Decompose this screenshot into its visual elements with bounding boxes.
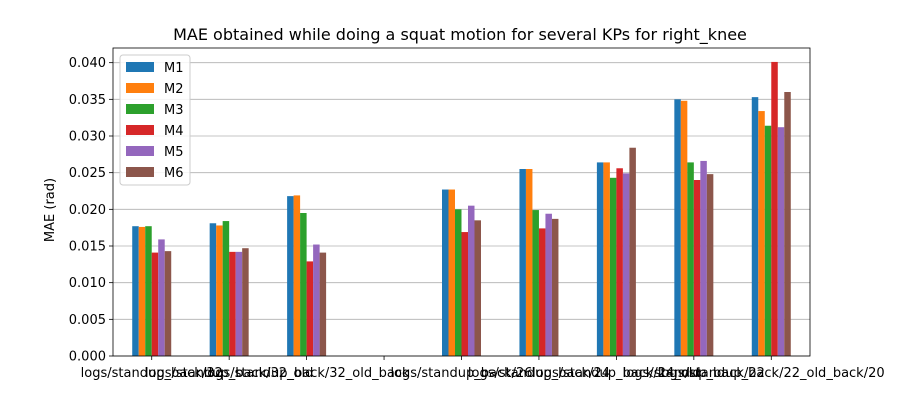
bar-m2-0 (138, 226, 146, 356)
legend-label-m1: M1 (164, 61, 184, 76)
bar-m1-2 (287, 196, 294, 356)
bar-m6-1 (242, 248, 249, 356)
y-tick-label: 0.015 (69, 240, 106, 255)
bar-m2-4 (448, 189, 455, 356)
bar-m4-6 (616, 168, 623, 356)
y-tick-label: 0.010 (69, 276, 106, 291)
bar-m5-4 (468, 205, 475, 356)
bar-m3-7 (687, 162, 694, 356)
y-tick-label: 0.040 (69, 56, 106, 71)
bar-m5-6 (622, 173, 630, 356)
x-tick-label: logs/standup_back/32 (81, 366, 223, 381)
bar-m6-4 (474, 220, 481, 356)
legend-swatch-m1 (126, 62, 154, 72)
bar-m1-5 (519, 169, 526, 356)
y-tick-label: 0.035 (69, 93, 106, 108)
legend-label-m4: M4 (164, 124, 184, 139)
legend: M1 M2 M3 M4 M5 M6 (119, 54, 191, 186)
bar-m5-0 (158, 239, 165, 356)
bar-m6-0 (164, 251, 172, 356)
bar-m2-6 (603, 162, 610, 356)
bar-m4-4 (461, 232, 468, 356)
bar-m1-0 (132, 226, 139, 356)
bar-m2-8 (758, 111, 765, 356)
bar-m4-0 (151, 252, 159, 356)
bar-m1-4 (442, 189, 449, 356)
bar-m4-5 (538, 228, 546, 356)
bar-m2-2 (293, 195, 301, 356)
x-tick-label: logs/standup_back/32_old (145, 366, 313, 381)
x-tick-label: logs/standup_back/22 (623, 366, 765, 381)
y-tick-label: 0.000 (69, 350, 106, 365)
bar-m4-7 (693, 180, 701, 356)
legend-swatch-m3 (126, 104, 154, 114)
x-tick-label: logs/standup_back/22_old_back/20 (658, 366, 885, 381)
bar-m5-8 (777, 127, 785, 356)
y-axis-label: MAE (rad) (43, 178, 58, 242)
x-tick-label: logs/standup_back/24_old (532, 366, 700, 381)
bar-m3-5 (532, 210, 539, 356)
bar-m3-6 (609, 177, 617, 356)
bar-m3-1 (222, 221, 230, 356)
bar-m1-6 (596, 162, 604, 356)
legend-label-m5: M5 (164, 145, 184, 160)
bar-m3-8 (764, 125, 772, 356)
bar-m5-5 (545, 213, 552, 356)
bar-m2-7 (680, 100, 688, 356)
y-tick-label: 0.005 (69, 313, 106, 328)
y-tick-label: 0.020 (69, 203, 106, 218)
bar-m1-8 (751, 97, 759, 356)
y-tick-label: 0.025 (69, 166, 106, 181)
bar-m1-7 (674, 99, 681, 356)
chart-title: MAE obtained while doing a squat motion … (173, 25, 747, 45)
bar-m5-2 (313, 244, 320, 356)
bar-m3-2 (300, 213, 307, 356)
ticks: 0.000 0.005 0.010 0.015 0.020 0.025 0.030 0.035… (69, 56, 885, 381)
bar-m6-2 (319, 252, 327, 356)
y-tick-label: 0.030 (69, 130, 106, 145)
bar-m5-1 (235, 251, 243, 356)
bar-m4-2 (306, 261, 314, 356)
legend-label-m6: M6 (164, 166, 184, 181)
bar-m2-5 (525, 169, 533, 356)
bar-m4-1 (229, 251, 236, 356)
legend-label-m2: M2 (164, 82, 184, 97)
bar-m1-1 (209, 223, 217, 356)
bar-m4-8 (771, 61, 778, 356)
bar-m6-8 (784, 92, 791, 356)
legend-swatch-m5 (126, 146, 154, 156)
bar-m3-0 (145, 226, 152, 356)
bar-m3-4 (455, 209, 462, 356)
x-tick-label: logs/standup_back/32_old_back (204, 366, 410, 381)
legend-swatch-m6 (126, 167, 154, 177)
bar-m6-5 (551, 218, 559, 356)
x-tick-label: logs/standup_back/26 (390, 366, 532, 381)
x-tick-label: logs/standup_back/24 (468, 366, 610, 381)
bar-m2-1 (216, 225, 223, 356)
legend-swatch-m4 (126, 125, 154, 135)
legend-label-m3: M3 (164, 103, 184, 118)
legend-swatch-m2 (126, 83, 154, 93)
bar-m5-7 (700, 160, 707, 356)
bar-m6-7 (706, 174, 714, 356)
bars (132, 61, 791, 356)
bar-m6-6 (629, 147, 636, 356)
